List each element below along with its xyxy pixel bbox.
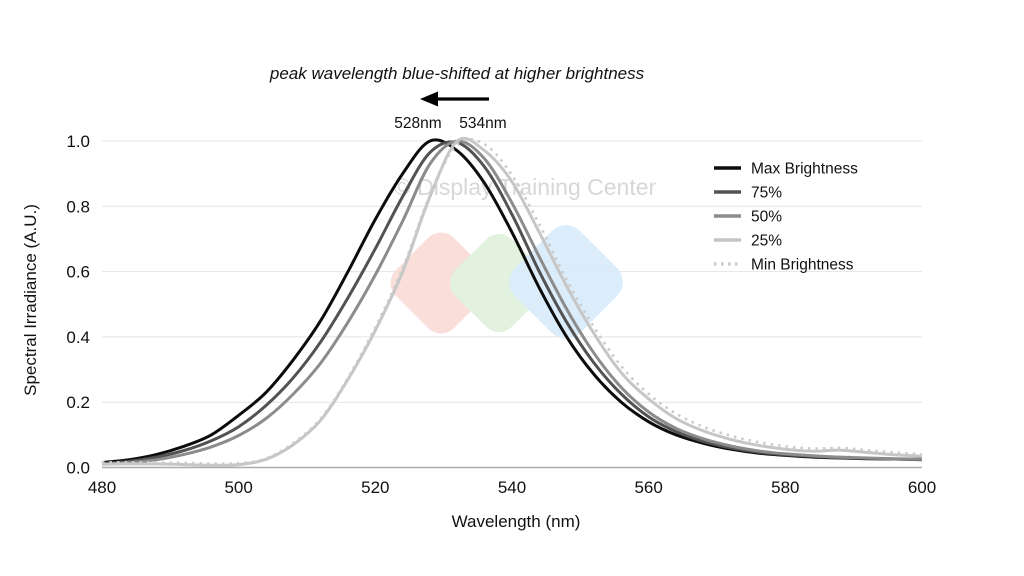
legend-label-max-brightness: Max Brightness	[751, 161, 858, 178]
shift-arrow-head-icon	[420, 91, 438, 107]
annotation-group: peak wavelength blue-shifted at higher b…	[269, 64, 645, 132]
tick-layer: 0.0 0.2 0.4 0.6 0.8 1.0 480 500 520 540 560 580 600	[66, 132, 936, 497]
y-axis-title: Spectral Irradiance (A.U.)	[21, 204, 40, 396]
y-tick-label: 0.4	[66, 328, 90, 347]
legend-item: 25%	[714, 233, 782, 250]
x-tick-label: 500	[224, 478, 252, 497]
legend-label-75: 75%	[751, 185, 782, 202]
peak-label-534: 534nm	[459, 115, 506, 132]
x-axis-title: Wavelength (nm)	[452, 512, 581, 531]
series-line-50	[101, 139, 923, 466]
legend-label-min-brightness: Min Brightness	[751, 257, 854, 274]
y-tick-label: 0.6	[66, 263, 90, 282]
x-tick-label: 520	[361, 478, 389, 497]
watermark: © Display Training Center	[390, 174, 657, 339]
series-line-min-brightness	[101, 137, 923, 466]
legend-item: 50%	[714, 209, 782, 226]
grid-layer	[102, 140, 922, 469]
y-tick-label: 1.0	[66, 132, 90, 151]
peak-label-528: 528nm	[394, 115, 441, 132]
legend-item: 75%	[714, 185, 782, 202]
x-tick-label: 560	[634, 478, 662, 497]
x-tick-label: 540	[498, 478, 526, 497]
watermark-diamond-red	[390, 232, 492, 334]
y-tick-label: 0.8	[66, 197, 90, 216]
x-tick-label: 580	[771, 478, 799, 497]
y-tick-label: 0.2	[66, 393, 90, 412]
legend-item: Min Brightness	[714, 257, 854, 274]
x-tick-label: 600	[908, 478, 936, 497]
y-tick-label: 0.0	[66, 459, 90, 478]
legend-item: Max Brightness	[714, 161, 858, 178]
legend-label-25: 25%	[751, 233, 782, 250]
legend: Max Brightness 75% 50% 25% Min Brightness	[714, 161, 858, 274]
series-layer	[101, 136, 923, 467]
legend-label-50: 50%	[751, 209, 782, 226]
annotation-text: peak wavelength blue-shifted at higher b…	[269, 64, 645, 83]
x-tick-label: 480	[88, 478, 116, 497]
